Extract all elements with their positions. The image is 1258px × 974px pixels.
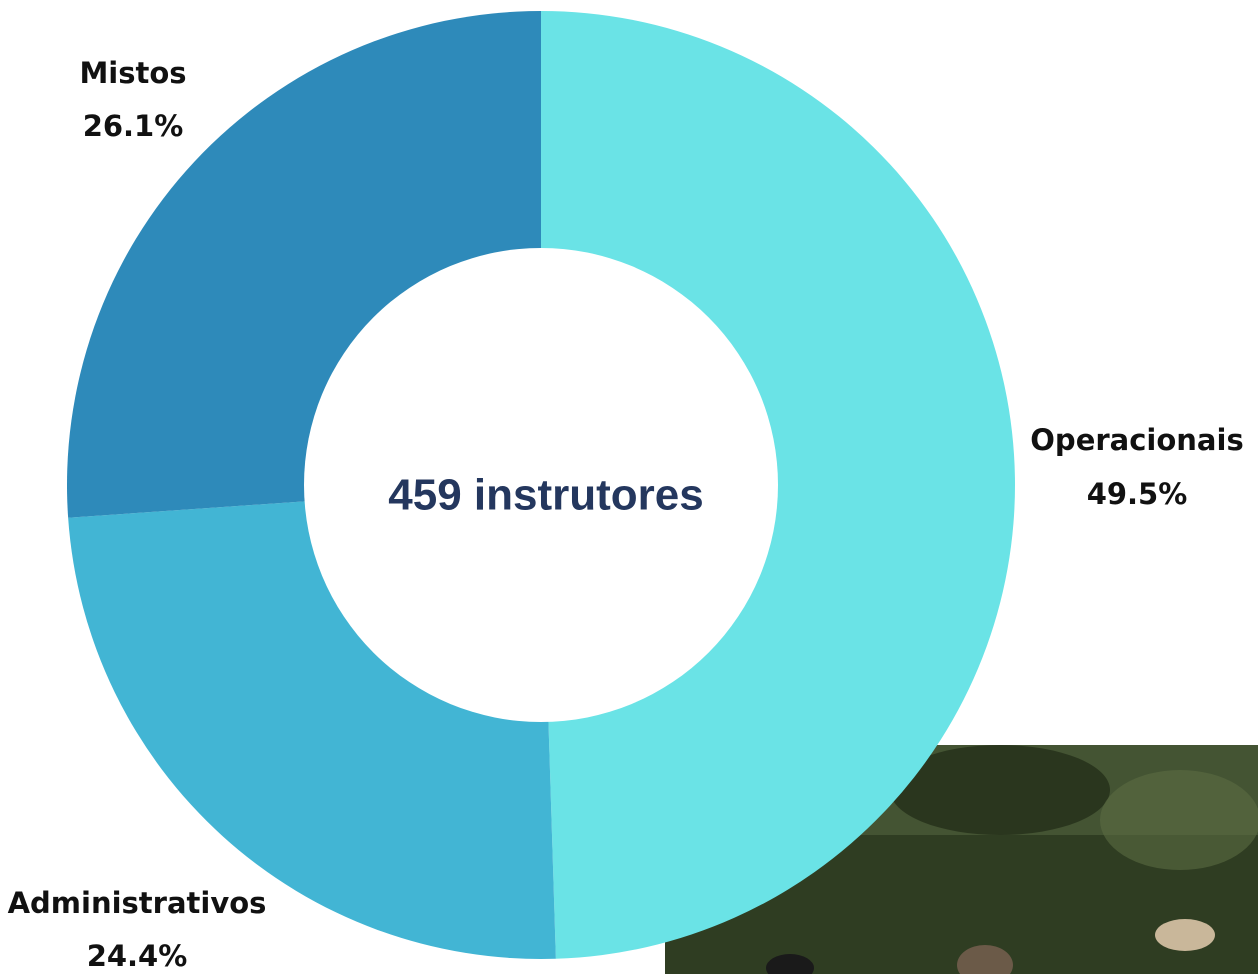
donut-hole [304, 248, 778, 722]
photo [665, 745, 1258, 974]
category-label: Administrativos [8, 886, 267, 920]
value-label: 49.5% [1087, 477, 1188, 511]
value-label: 26.1% [83, 109, 184, 143]
center-label: 459 instrutores [388, 471, 703, 520]
category-label: Operacionais [1030, 423, 1243, 457]
value-label: 24.4% [87, 939, 188, 973]
category-label: Mistos [79, 56, 186, 90]
